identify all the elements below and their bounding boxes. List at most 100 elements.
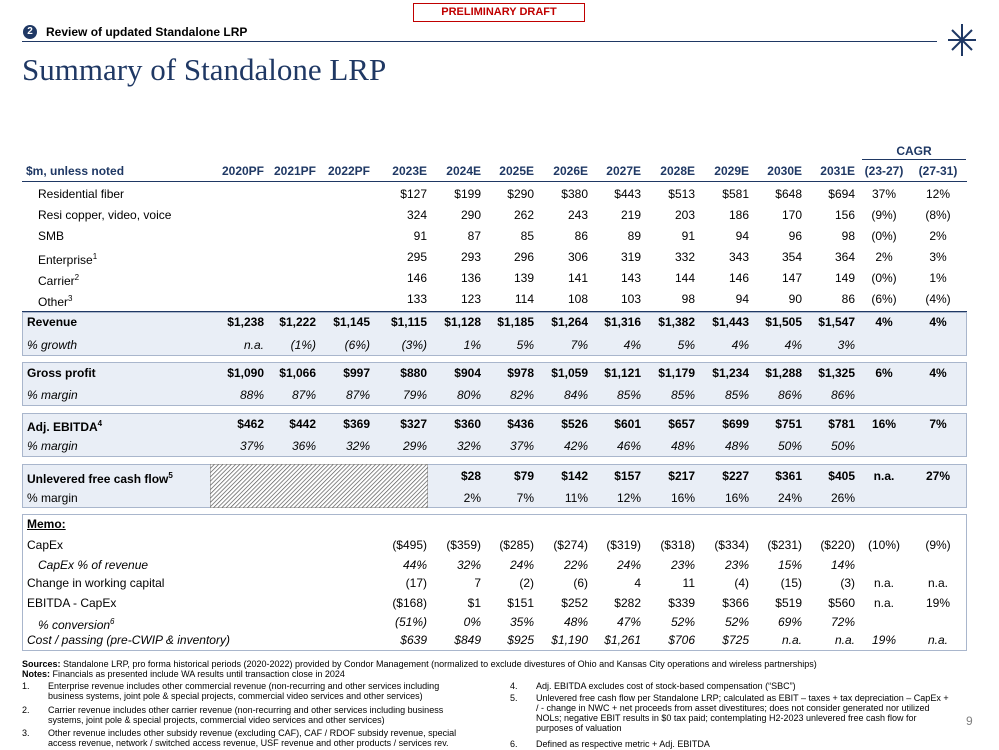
memo-box	[22, 514, 967, 651]
cell: (15)	[780, 576, 802, 590]
cell: (10%)	[867, 538, 900, 552]
cell: $1,325	[818, 366, 855, 380]
row-label-text: % margin	[27, 439, 78, 453]
row-label-text: Residential fiber	[38, 187, 125, 201]
footer-label: Sources:	[22, 659, 61, 669]
cell: $1,090	[227, 366, 264, 380]
cell: $513	[668, 187, 695, 201]
cell: 4%	[623, 338, 641, 352]
cell: $648	[775, 187, 802, 201]
cell: ($285)	[499, 538, 534, 552]
row-label-text: Carrier	[38, 274, 75, 288]
cell: 87%	[345, 388, 370, 402]
cell: $1,066	[279, 366, 316, 380]
cell: 4%	[784, 338, 802, 352]
cell: 343	[728, 250, 749, 264]
cell: 72%	[830, 615, 855, 629]
row-label: Enterprise1	[38, 250, 97, 267]
footnote-ref: 3	[68, 294, 73, 303]
footer-line: Notes: Financials as presented include W…	[22, 669, 922, 679]
row-label-text: % margin	[27, 491, 78, 505]
draft-label: PRELIMINARY DRAFT	[413, 3, 585, 22]
cell: 32%	[456, 558, 481, 572]
column-header: 2025E	[499, 164, 534, 178]
cell: 86%	[777, 388, 802, 402]
cell: $849	[454, 633, 481, 647]
cell: 141	[567, 271, 588, 285]
cell: (8%)	[925, 208, 951, 222]
cell: $339	[668, 596, 695, 610]
footnote-ref: 6	[110, 617, 115, 626]
footnote-ref: 5	[168, 471, 173, 480]
cell: ($220)	[820, 538, 855, 552]
cell: $781	[828, 417, 855, 431]
cell: $1,145	[333, 315, 370, 329]
cell: 47%	[616, 615, 641, 629]
column-header: 2028E	[660, 164, 695, 178]
cell: 324	[406, 208, 427, 222]
cell: $1,316	[604, 315, 641, 329]
cell: 170	[781, 208, 802, 222]
page-number: 9	[966, 714, 973, 728]
cell: 85	[520, 229, 534, 243]
cell: $581	[722, 187, 749, 201]
footnote-number: 1.	[22, 681, 30, 691]
column-header: 2021PF	[273, 164, 316, 178]
cell: $560	[828, 596, 855, 610]
cell: $380	[561, 187, 588, 201]
cell: $1,261	[604, 633, 641, 647]
cell: 88%	[239, 388, 264, 402]
unit-label: $m, unless noted	[26, 164, 125, 178]
cell: $282	[614, 596, 641, 610]
cell: 108	[567, 292, 588, 306]
cell: 32%	[345, 439, 370, 453]
cell: $1,264	[551, 315, 588, 329]
row-label-text: Unlevered free cash flow	[27, 472, 169, 486]
cell: $1,547	[818, 315, 855, 329]
row-label: Cost / passing (pre-CWIP & inventory)	[27, 633, 230, 647]
cell: 6%	[875, 366, 893, 380]
cell: 103	[620, 292, 641, 306]
cell: 133	[406, 292, 427, 306]
cell: 69%	[777, 615, 802, 629]
cell: (0%)	[871, 271, 897, 285]
cell: 143	[620, 271, 641, 285]
cell: 332	[674, 250, 695, 264]
cell: $1,382	[658, 315, 695, 329]
cell: $290	[507, 187, 534, 201]
footnote-text: Carrier revenue includes other carrier r…	[48, 705, 444, 725]
cell: 29%	[402, 439, 427, 453]
cell: 1%	[463, 338, 481, 352]
cell: $1,190	[551, 633, 588, 647]
cell: $699	[722, 417, 749, 431]
cell: n.a.	[834, 633, 855, 647]
row-label-text: Change in working capital	[27, 576, 165, 590]
cell: $519	[775, 596, 802, 610]
column-header: 2026E	[553, 164, 588, 178]
row-label-text: Cost / passing (pre-CWIP & inventory)	[27, 633, 230, 647]
cell: ($319)	[606, 538, 641, 552]
cell: (6%)	[344, 338, 370, 352]
rule	[22, 311, 967, 312]
cell: 5%	[677, 338, 695, 352]
cell: $657	[668, 417, 695, 431]
row-label-text: % growth	[27, 338, 78, 352]
cell: 90	[788, 292, 802, 306]
row-label-text: Enterprise	[38, 253, 93, 267]
cell: $925	[507, 633, 534, 647]
footnote-text: Enterprise revenue includes other commer…	[48, 681, 440, 701]
cell: 146	[406, 271, 427, 285]
row-label: Memo:	[27, 517, 66, 531]
cell: 48%	[670, 439, 695, 453]
cell: 23%	[724, 558, 749, 572]
cell: (51%)	[394, 615, 427, 629]
group-box	[22, 312, 967, 356]
cell: n.a.	[927, 633, 948, 647]
section-rule	[22, 41, 937, 42]
cell: $252	[561, 596, 588, 610]
cell: 82%	[509, 388, 534, 402]
cell: $1,288	[765, 366, 802, 380]
cell: 50%	[830, 439, 855, 453]
cell: 19%	[871, 633, 897, 647]
logo	[948, 24, 976, 56]
